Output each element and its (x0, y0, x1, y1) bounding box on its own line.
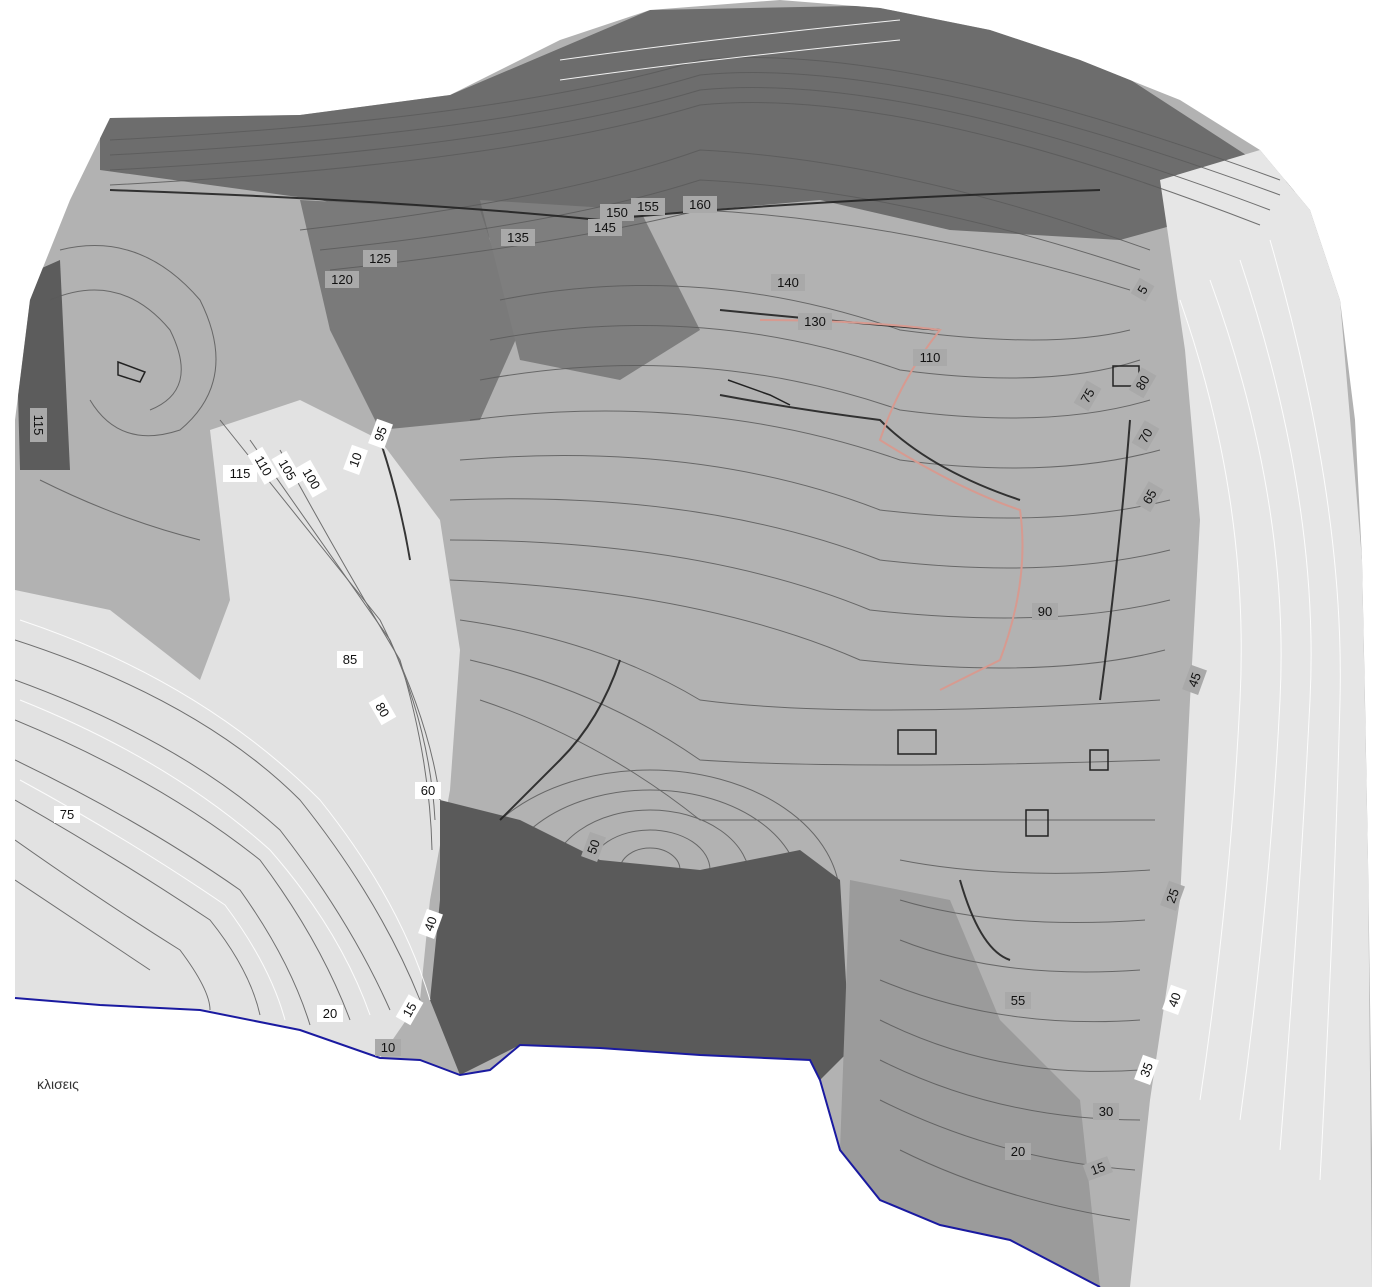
elevation-label-text: 20 (1011, 1144, 1025, 1159)
elevation-label-text: 135 (507, 230, 529, 245)
elevation-label: 20 (1005, 1143, 1031, 1160)
elevation-label-text: 95 (371, 424, 390, 443)
elevation-label: 20 (317, 1005, 343, 1022)
elevation-label: 10 (343, 444, 368, 475)
elevation-label: 5 (1130, 277, 1155, 302)
elevation-label: 45 (1182, 664, 1207, 695)
elevation-label: 10 (375, 1039, 401, 1056)
elevation-label: 110 (913, 349, 947, 366)
elevation-label: 40 (1162, 984, 1187, 1015)
elevation-label: 150 (600, 204, 634, 221)
elevation-label: 105 (271, 450, 304, 489)
elevation-label-text: 150 (606, 205, 628, 220)
elevation-label: 80 (1128, 367, 1157, 399)
elevation-label-text: 120 (331, 272, 353, 287)
coastline (14, 997, 1101, 1287)
legend-text: κλισεις (37, 1076, 79, 1092)
elevation-label: 75 (1073, 380, 1102, 412)
elevation-label: 25 (1160, 880, 1185, 911)
elevation-label: 95 (368, 418, 393, 449)
elevation-label-text: 145 (594, 220, 616, 235)
elevation-label-text: 30 (1099, 1104, 1113, 1119)
elevation-label-text: 125 (369, 251, 391, 266)
elevation-label: 130 (798, 313, 832, 330)
elevation-label-text: 110 (920, 350, 941, 365)
elevation-label: 145 (588, 219, 622, 236)
elevation-label-text: 80 (372, 700, 392, 720)
elevation-label: 15 (1082, 1156, 1113, 1181)
elevation-label: 90 (1032, 603, 1058, 620)
elevation-label-text: 160 (689, 197, 711, 212)
elevation-label-text: 65 (1139, 487, 1159, 507)
elevation-label: 65 (1135, 481, 1164, 513)
elevation-label: 75 (54, 806, 80, 823)
elevation-label: 50 (581, 831, 606, 862)
elevation-label-text: 35 (1137, 1060, 1156, 1079)
elevation-label: 15 (395, 994, 424, 1026)
elevation-label: 160 (683, 196, 717, 213)
elevation-label-text: 45 (1185, 670, 1204, 689)
elevation-label: 60 (415, 782, 441, 799)
elevation-label-text: 10 (346, 450, 365, 469)
elevation-label-text: 25 (1163, 886, 1182, 905)
elevation-label: 155 (631, 198, 665, 215)
elevation-label-text: 60 (421, 783, 435, 798)
elevation-label-text: 40 (421, 914, 440, 933)
elevation-label-text: 155 (637, 199, 659, 214)
elevation-label: 70 (1131, 420, 1160, 452)
elevation-label-text: 130 (804, 314, 826, 329)
elevation-label-text: 115 (230, 466, 251, 481)
elevation-label: 80 (368, 694, 397, 726)
elevation-label: 125 (363, 250, 397, 267)
elevation-label: 120 (325, 271, 359, 288)
elevation-label-text: 15 (1088, 1159, 1107, 1178)
elevation-label: 100 (295, 459, 328, 498)
elevation-label: 30 (1093, 1103, 1119, 1120)
elevation-label-text: 140 (777, 275, 799, 290)
elevation-label-text: 40 (1165, 990, 1184, 1009)
elevation-label-text: 10 (381, 1040, 395, 1055)
elevation-label-text: 85 (343, 652, 357, 667)
elevation-label: 135 (501, 229, 535, 246)
elevation-label-text: 75 (60, 807, 74, 822)
elevation-label-text: 50 (584, 837, 603, 856)
elevation-label: 110 (247, 446, 280, 485)
elevation-label-text: 80 (1132, 373, 1152, 393)
elevation-label: 140 (771, 274, 805, 291)
elevation-label: 40 (418, 908, 443, 939)
elevation-label-text: 55 (1011, 993, 1025, 1008)
elevation-label-text: 20 (323, 1006, 337, 1021)
elevation-label-text: 15 (399, 1000, 419, 1020)
elevation-label: 35 (1134, 1054, 1159, 1085)
elevation-label-text: 115 (31, 415, 46, 436)
elevation-label-text: 90 (1038, 604, 1052, 619)
elevation-label: 115 (223, 465, 257, 482)
elevation-label: 115 (30, 408, 47, 442)
elevation-label-text: 75 (1077, 386, 1097, 406)
elevation-label: 55 (1005, 992, 1031, 1009)
elevation-label-text: 70 (1135, 426, 1155, 446)
elevation-label: 85 (337, 651, 363, 668)
